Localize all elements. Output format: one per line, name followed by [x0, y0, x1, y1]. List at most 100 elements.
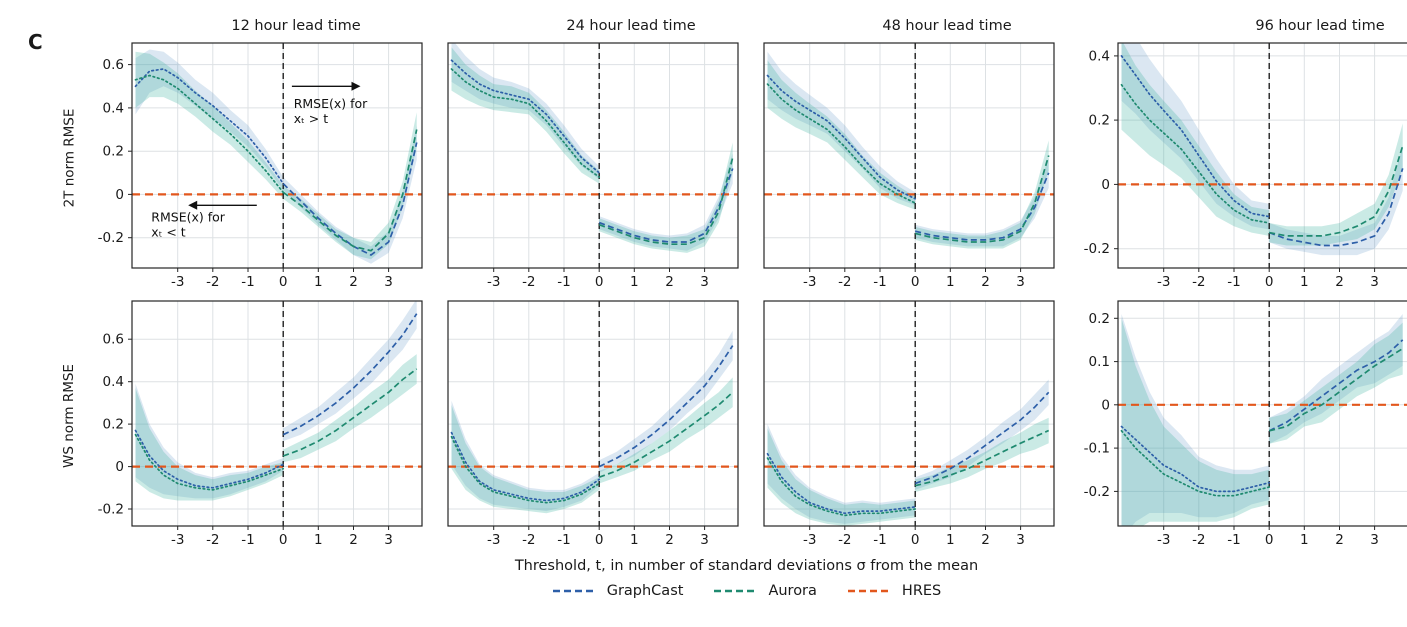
svg-text:0.1: 0.1: [1089, 354, 1110, 370]
svg-text:1: 1: [314, 532, 323, 548]
svg-text:-0.2: -0.2: [98, 502, 124, 518]
chart-ws-48h: -3 -2 -1 0 1 2 3: [756, 294, 1062, 552]
svg-text:0.6: 0.6: [103, 332, 124, 348]
column-title-96h: 96 hour lead time: [1255, 18, 1385, 34]
svg-text:0: 0: [911, 532, 920, 548]
svg-text:3: 3: [384, 274, 393, 290]
svg-text:2: 2: [1335, 274, 1344, 290]
svg-text:-1: -1: [557, 532, 570, 548]
svg-text:2: 2: [1335, 532, 1344, 548]
svg-text:2: 2: [665, 274, 674, 290]
svg-text:0.2: 0.2: [103, 144, 124, 160]
svg-text:1: 1: [314, 274, 323, 290]
svg-text:3: 3: [1016, 532, 1025, 548]
svg-text:0: 0: [911, 274, 920, 290]
svg-text:-0.1: -0.1: [1084, 441, 1110, 457]
column-title-48h: 48 hour lead time: [882, 18, 1012, 34]
svg-text:1: 1: [1300, 532, 1309, 548]
svg-text:xₜ > t: xₜ > t: [294, 111, 329, 126]
chart-2t-48h: -3 -2 -1 0 1 2 3: [756, 36, 1062, 294]
svg-text:2: 2: [349, 532, 358, 548]
svg-text:1: 1: [630, 532, 639, 548]
legend-label-hres: HRES: [901, 583, 942, 599]
svg-text:-3: -3: [487, 274, 500, 290]
svg-text:-2: -2: [838, 532, 851, 548]
svg-text:3: 3: [1370, 274, 1379, 290]
svg-text:1: 1: [946, 532, 955, 548]
row-label-2t-text: 2T norm RMSE: [61, 108, 78, 208]
svg-text:-3: -3: [803, 532, 816, 548]
chart-2t-24h: -3 -2 -1 0 1 2 3: [440, 36, 746, 294]
row-label-ws-text: WS norm RMSE: [61, 364, 78, 468]
svg-text:0.4: 0.4: [1089, 48, 1110, 64]
svg-text:-2: -2: [522, 274, 535, 290]
chart-ws-24h: -3 -2 -1 0 1 2 3: [440, 294, 746, 552]
legend-label-graphcast: GraphCast: [606, 583, 684, 599]
svg-text:1: 1: [946, 274, 955, 290]
svg-text:2: 2: [665, 532, 674, 548]
svg-text:0.6: 0.6: [103, 57, 124, 73]
chart-2t-96h: -3 -2 -1 0 1 2 3 -0.2 0 0.2 0.4: [1072, 36, 1407, 294]
svg-text:-0.2: -0.2: [1084, 484, 1110, 500]
svg-text:0: 0: [279, 532, 288, 548]
aurora-line-swatch: [714, 590, 759, 593]
svg-text:RMSE(x) for: RMSE(x) for: [294, 96, 368, 111]
legend-item-aurora: Aurora: [713, 584, 817, 599]
legend-item-hres: HRES: [847, 584, 941, 599]
svg-text:-1: -1: [1227, 532, 1240, 548]
svg-text:-2: -2: [1192, 274, 1205, 290]
svg-text:0: 0: [115, 187, 124, 203]
svg-text:-1: -1: [557, 274, 570, 290]
svg-text:2: 2: [349, 274, 358, 290]
legend-item-graphcast: GraphCast: [552, 583, 684, 599]
svg-text:-2: -2: [1192, 532, 1205, 548]
svg-text:-0.2: -0.2: [98, 230, 124, 246]
svg-text:-3: -3: [1157, 274, 1170, 290]
column-title-12h: 12 hour lead time: [231, 18, 361, 34]
svg-text:-3: -3: [803, 274, 816, 290]
chart-ws-96h: -3 -2 -1 0 1 2 3 -0.2 -0.1 0 0.1 0.2: [1072, 294, 1407, 552]
svg-text:3: 3: [1370, 532, 1379, 548]
svg-text:-2: -2: [206, 532, 219, 548]
row-ws: WS norm RMSE -3 -2 -1 0 1 2 3 -0.2 0 0.2 0.4 0.6 -3…: [52, 294, 1407, 552]
row-2t: 2T norm RMSE -3 -2 -1 0 1 2 3 -0.2 0 0.2 0.4 0.6 RMS…: [52, 36, 1407, 294]
svg-text:-3: -3: [1157, 532, 1170, 548]
svg-text:0.2: 0.2: [103, 417, 124, 433]
svg-text:-1: -1: [873, 274, 886, 290]
svg-text:0: 0: [115, 459, 124, 475]
svg-text:-3: -3: [487, 532, 500, 548]
svg-text:1: 1: [630, 274, 639, 290]
svg-text:0.4: 0.4: [103, 374, 124, 390]
svg-text:0.4: 0.4: [103, 100, 124, 116]
panel-label: C: [28, 30, 43, 54]
svg-text:0.2: 0.2: [1089, 113, 1110, 129]
row-label-ws: WS norm RMSE: [52, 294, 86, 552]
svg-text:RMSE(x) for: RMSE(x) for: [151, 210, 225, 225]
svg-text:3: 3: [700, 274, 709, 290]
svg-text:0: 0: [595, 532, 604, 548]
svg-text:2: 2: [981, 532, 990, 548]
x-axis-label: Threshold, t, in number of standard devi…: [514, 558, 979, 574]
svg-text:-0.2: -0.2: [1084, 241, 1110, 257]
svg-text:0: 0: [279, 274, 288, 290]
svg-text:0: 0: [1101, 177, 1110, 193]
column-titles: 12 hour lead time 24 hour lead time 48 h…: [52, 8, 1407, 36]
graphcast-line-swatch: [552, 590, 597, 593]
svg-text:-1: -1: [241, 532, 254, 548]
svg-text:0: 0: [595, 274, 604, 290]
svg-text:-3: -3: [171, 274, 184, 290]
chart-ws-12h: -3 -2 -1 0 1 2 3 -0.2 0 0.2 0.4 0.6: [86, 294, 430, 552]
svg-text:3: 3: [1016, 274, 1025, 290]
svg-text:-1: -1: [241, 274, 254, 290]
svg-text:0.2: 0.2: [1089, 311, 1110, 327]
row-label-2t: 2T norm RMSE: [52, 36, 86, 294]
column-title-24h: 24 hour lead time: [566, 18, 696, 34]
svg-text:3: 3: [384, 532, 393, 548]
legend: GraphCast Aurora HRES: [52, 576, 1407, 599]
svg-text:0: 0: [1265, 532, 1274, 548]
svg-text:-1: -1: [1227, 274, 1240, 290]
chart-grid: 12 hour lead time 24 hour lead time 48 h…: [52, 8, 1407, 599]
svg-text:-1: -1: [873, 532, 886, 548]
svg-text:-2: -2: [206, 274, 219, 290]
